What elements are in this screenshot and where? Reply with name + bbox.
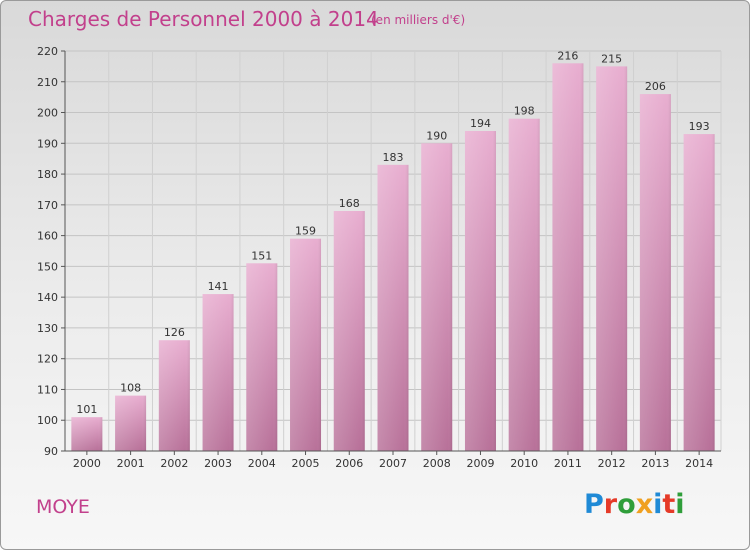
x-tick-label: 2007 xyxy=(379,457,407,470)
bar-value-label: 183 xyxy=(383,151,404,164)
chart-title: Charges de Personnel 2000 à 2014 xyxy=(28,7,379,31)
x-tick-label: 2009 xyxy=(466,457,494,470)
bar-value-label: 141 xyxy=(208,280,229,293)
y-tick-label: 220 xyxy=(37,45,58,58)
bar-value-label: 198 xyxy=(514,105,535,118)
logo-letter: P xyxy=(584,489,604,520)
bar-shade xyxy=(333,211,365,451)
x-tick-label: 2014 xyxy=(685,457,713,470)
x-tick-label: 2011 xyxy=(554,457,582,470)
bar-shade xyxy=(683,134,715,452)
commune-name: MOYE xyxy=(36,496,90,518)
bar-shade xyxy=(508,118,540,451)
logo-letter: i xyxy=(653,489,663,520)
y-tick-label: 130 xyxy=(37,322,58,335)
bar-value-label: 216 xyxy=(557,49,578,62)
y-tick-label: 160 xyxy=(37,230,58,243)
chart-unit: (en milliers d'€) xyxy=(371,13,466,27)
bar-value-label: 151 xyxy=(251,249,272,262)
logo-letter: r xyxy=(603,489,618,520)
x-tick-label: 2001 xyxy=(117,457,145,470)
bar-shade xyxy=(421,143,453,452)
bar-shade xyxy=(115,395,147,451)
y-tick-label: 150 xyxy=(37,260,58,273)
y-tick-label: 180 xyxy=(37,168,58,181)
y-tick-label: 210 xyxy=(37,76,58,89)
bar-value-label: 159 xyxy=(295,225,316,238)
y-tick-label: 200 xyxy=(37,107,58,120)
y-tick-label: 110 xyxy=(37,383,58,396)
y-tick-label: 120 xyxy=(37,353,58,366)
bar-shade xyxy=(377,164,409,451)
logo-letter: i xyxy=(675,489,685,520)
bar-shade xyxy=(202,294,234,451)
logo-letter: t xyxy=(662,489,676,520)
logo-letter: o xyxy=(617,489,636,520)
bar-value-label: 168 xyxy=(339,197,360,210)
bar-shade xyxy=(464,131,496,451)
axes: 90 100 110 120 130 140 150 160 170 180 190 200 210 22… xyxy=(37,45,721,470)
bar-value-label: 194 xyxy=(470,117,491,130)
y-tick-label: 140 xyxy=(37,291,58,304)
x-tick-label: 2004 xyxy=(248,457,276,470)
x-tick-label: 2003 xyxy=(204,457,232,470)
bar-shade xyxy=(290,238,322,451)
bar-value-label: 126 xyxy=(164,326,185,339)
bar-shade xyxy=(552,63,584,452)
x-tick-label: 2010 xyxy=(510,457,538,470)
bar-value-label: 190 xyxy=(426,129,447,142)
y-tick-label: 170 xyxy=(37,199,58,212)
y-tick-label: 90 xyxy=(44,445,58,458)
x-tick-label: 2006 xyxy=(335,457,363,470)
x-tick-label: 2008 xyxy=(423,457,451,470)
bars: 101 108 126 141 151 159 168 183 190 194 198 216 215 2… xyxy=(71,49,715,452)
bar-shade xyxy=(639,94,671,452)
x-tick-label: 2005 xyxy=(292,457,320,470)
y-tick-label: 190 xyxy=(37,137,58,150)
x-tick-label: 2002 xyxy=(160,457,188,470)
bar-shade xyxy=(246,263,278,451)
proxiti-logo: Proxiti xyxy=(584,489,685,520)
bar-value-label: 101 xyxy=(76,403,97,416)
bar-shade xyxy=(158,340,190,451)
bar-value-label: 215 xyxy=(601,52,622,65)
x-tick-label: 2012 xyxy=(598,457,626,470)
bar-value-label: 206 xyxy=(645,80,666,93)
x-tick-label: 2013 xyxy=(641,457,669,470)
bar-shade xyxy=(71,417,103,451)
y-tick-label: 100 xyxy=(37,414,58,427)
bar-shade xyxy=(596,66,628,451)
logo-letter: x xyxy=(635,489,654,520)
bar-value-label: 193 xyxy=(689,120,710,133)
x-tick-label: 2000 xyxy=(73,457,101,470)
bar-value-label: 108 xyxy=(120,382,141,395)
